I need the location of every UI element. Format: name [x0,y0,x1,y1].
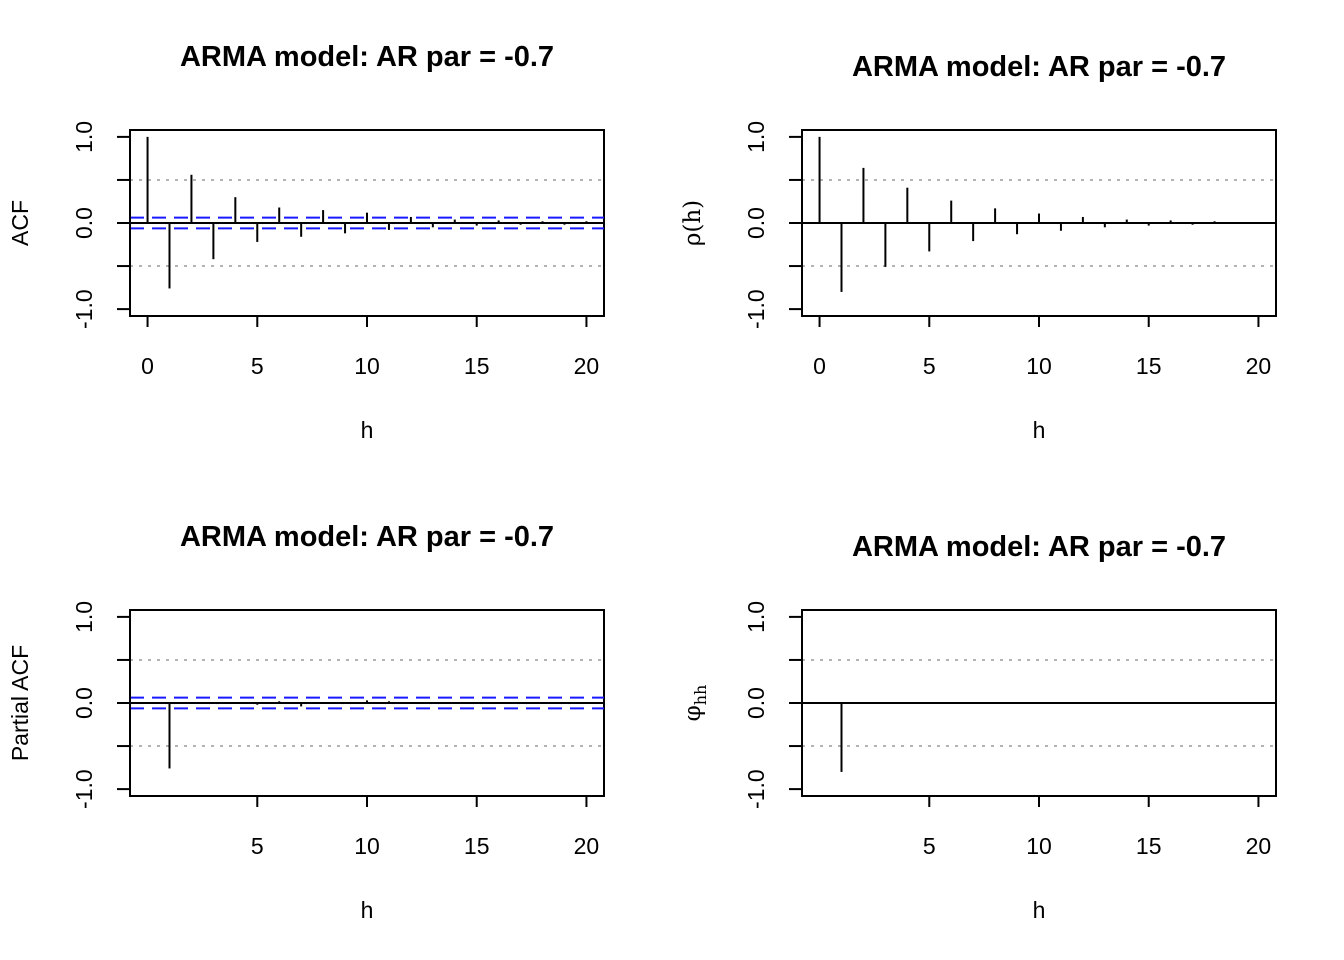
chart-title: ARMA model: AR par = -0.7 [852,51,1226,83]
y-tick-label: 0.0 [71,207,97,239]
x-tick-label: 5 [923,833,936,859]
x-tick-label: 20 [574,833,600,859]
x-tick-label: 10 [1026,833,1052,859]
chart-panel-3: ARMA model: AR par = -0.7 5 10 15 20 -1.0 0.0 1… [7,521,605,923]
y-axis-label: ρ(h) [680,200,706,246]
y-axis-label: Partial ACF [7,645,33,761]
x-tick-label: 15 [464,353,490,379]
x-tick-label: 5 [251,353,264,379]
x-tick-label: 5 [923,353,936,379]
chart-panel-2: ARMA model: AR par = -0.7 0 5 10 15 20 -1.0 0.0… [680,51,1277,443]
y-tick-label: -1.0 [71,289,97,329]
x-axis-label: h [1033,897,1046,923]
x-tick-label: 5 [251,833,264,859]
y-tick-label: 1.0 [71,601,97,633]
y-tick-label: -1.0 [743,769,769,809]
y-axis-label: φhh [680,685,710,722]
y-tick-label: -1.0 [71,769,97,809]
y-tick-label: -1.0 [743,289,769,329]
y-tick-label: 0.0 [743,207,769,239]
y-axis-label: ACF [7,200,33,246]
x-tick-label: 10 [1026,353,1052,379]
y-tick-label: 0.0 [743,687,769,719]
x-tick-label: 10 [354,353,380,379]
x-tick-label: 20 [1246,353,1272,379]
x-tick-label: 15 [1136,353,1162,379]
y-tick-label: 0.0 [71,687,97,719]
x-axis-label: h [361,417,374,443]
x-tick-label: 20 [1246,833,1272,859]
chart-title: ARMA model: AR par = -0.7 [180,41,554,73]
y-tick-label: 1.0 [71,121,97,153]
x-axis-label: h [1033,417,1046,443]
chart-panel-4: ARMA model: AR par = -0.7 5 10 15 20 -1.0 0.0 1… [680,531,1277,923]
y-tick-label: 1.0 [743,601,769,633]
x-tick-label: 15 [464,833,490,859]
x-axis-label: h [361,897,374,923]
x-tick-label: 0 [141,353,154,379]
chart-title: ARMA model: AR par = -0.7 [180,521,554,553]
x-tick-label: 10 [354,833,380,859]
chart-panel-1: ARMA model: AR par = -0.7 0 5 10 15 20 -1.0 0.0… [7,41,605,443]
chart-title: ARMA model: AR par = -0.7 [852,531,1226,563]
x-tick-label: 15 [1136,833,1162,859]
x-tick-label: 20 [574,353,600,379]
x-tick-label: 0 [813,353,826,379]
y-tick-label: 1.0 [743,121,769,153]
